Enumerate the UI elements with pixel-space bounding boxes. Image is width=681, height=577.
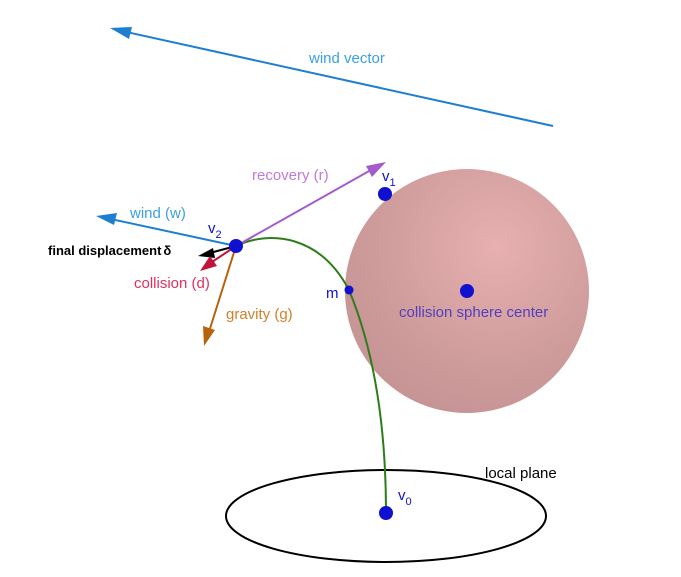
- wind-vector-label: wind vector: [308, 50, 385, 67]
- v2-base: v: [208, 220, 216, 237]
- v2-subscript: 2: [216, 229, 222, 241]
- recovery-label: recovery (r): [252, 167, 329, 184]
- midpoint-m-point: [344, 285, 354, 295]
- v1-label: v1: [382, 168, 396, 189]
- v0-label: v0: [398, 487, 412, 508]
- final-displacement-text: final displacement: [48, 243, 162, 258]
- v0-base: v: [398, 487, 406, 504]
- v2-label: v2: [208, 220, 222, 241]
- delta-symbol: δ: [163, 243, 171, 258]
- sphere-center-point: [460, 284, 474, 298]
- vertex-v2-point: [229, 239, 243, 253]
- final-displacement-label: final displacement δ: [48, 243, 171, 258]
- sphere-center-label: collision sphere center: [399, 304, 548, 321]
- vertex-v1-point: [378, 187, 392, 201]
- vertex-v0-point: [379, 506, 393, 520]
- m-label: m: [326, 285, 339, 302]
- v1-subscript: 1: [390, 177, 396, 189]
- gravity-arrow: [203, 245, 237, 346]
- gravity-label: gravity (g): [226, 306, 293, 323]
- local-plane-label: local plane: [485, 465, 557, 482]
- v0-subscript: 0: [406, 496, 412, 508]
- recovery-arrow: [235, 162, 386, 247]
- wind-label: wind (w): [129, 205, 186, 222]
- local-plane-ellipse: [225, 469, 547, 563]
- wind-arrow: [96, 213, 237, 247]
- collision-label: collision (d): [134, 275, 210, 292]
- deformation-curve: [235, 237, 387, 514]
- wind-vector-arrow: [110, 27, 554, 127]
- v1-base: v: [382, 168, 390, 185]
